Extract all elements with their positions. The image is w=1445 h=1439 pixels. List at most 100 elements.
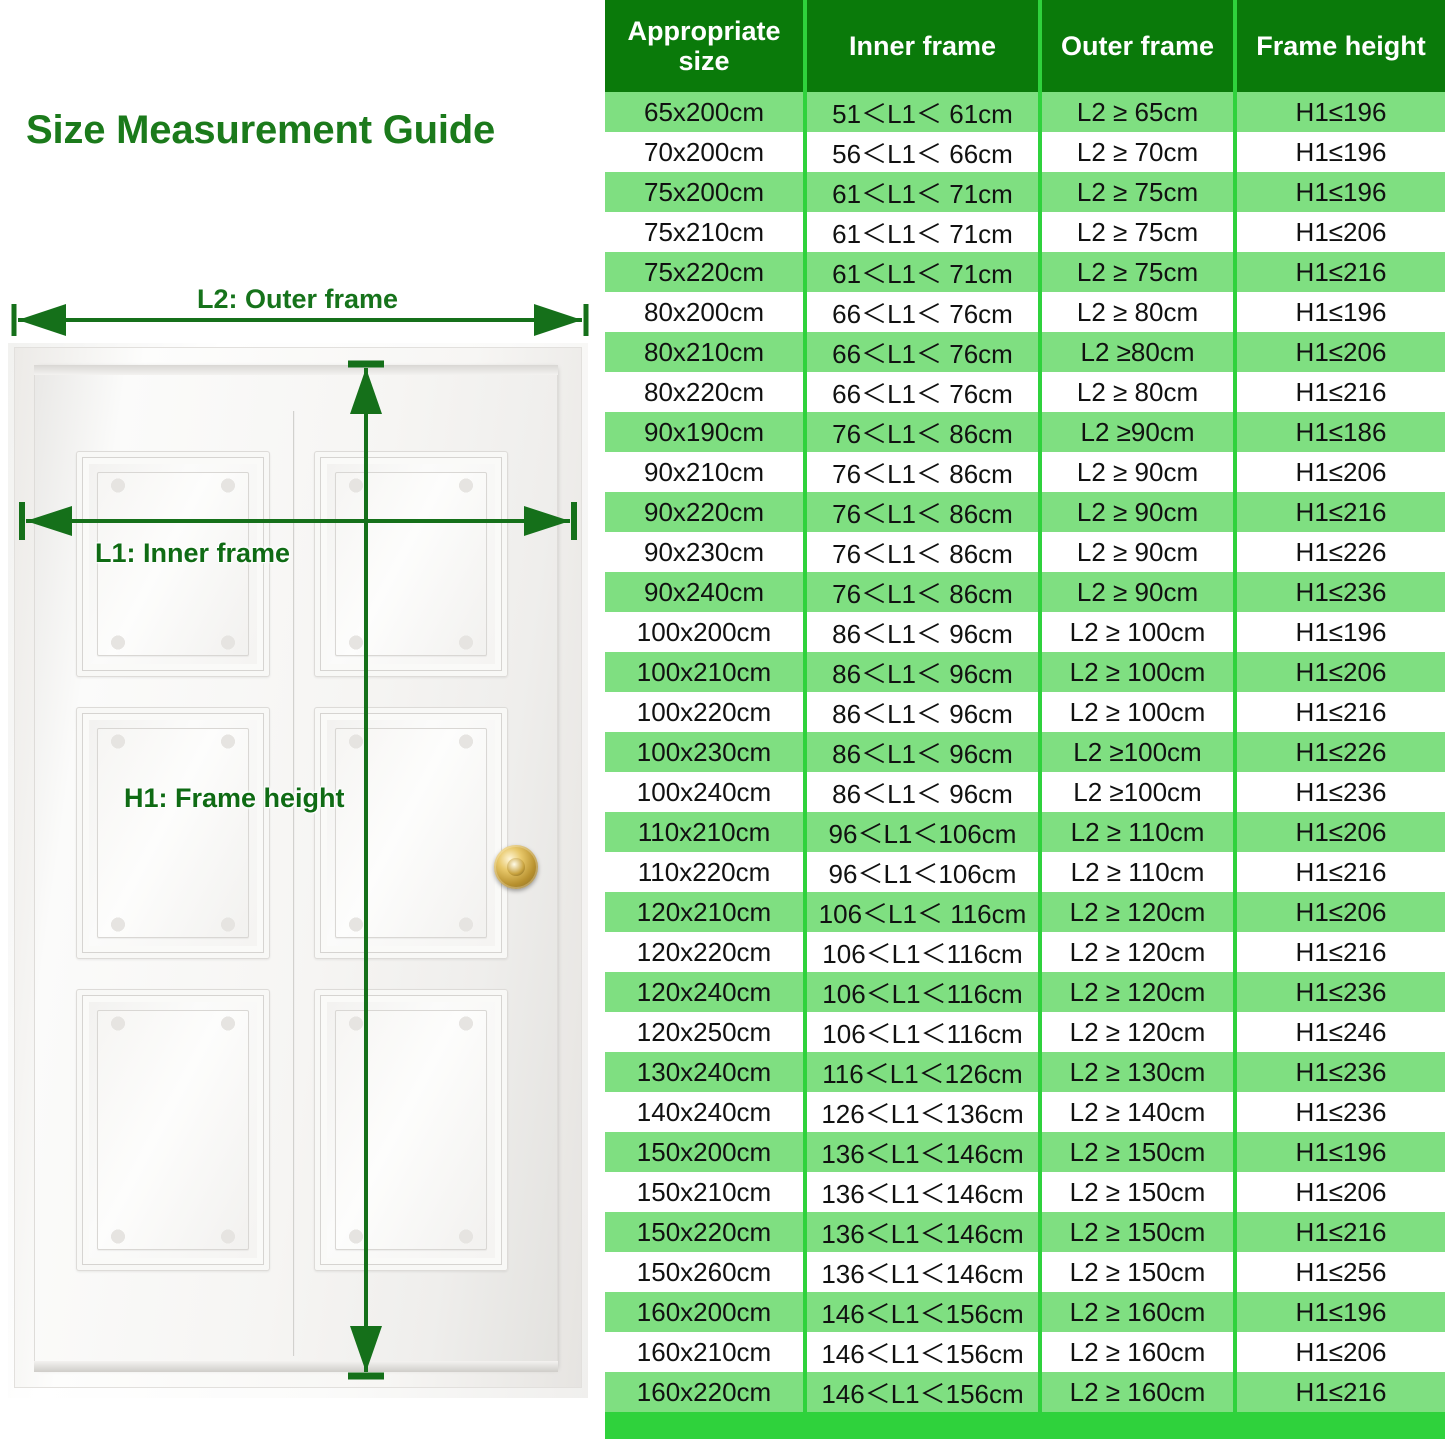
cell-inner-frame: 136＜L1＜146cm <box>805 1172 1042 1212</box>
table-row: 150x220cm 136＜L1＜146cm L2 ≥ 150cm H1≤216 <box>605 1212 1445 1252</box>
table-row: 100x230cm 86＜L1＜ 96cm L2 ≥100cm H1≤226 <box>605 732 1445 772</box>
cell-outer-frame: L2 ≥ 150cm <box>1040 1132 1237 1172</box>
cell-outer-frame: L2 ≥ 110cm <box>1040 852 1237 892</box>
cell-inner-frame: 146＜L1＜156cm <box>805 1292 1042 1332</box>
table-row: 110x210cm 96＜L1＜106cm L2 ≥ 110cm H1≤206 <box>605 812 1445 852</box>
cell-frame-height: H1≤216 <box>1235 852 1445 892</box>
cell-outer-frame: L2 ≥ 80cm <box>1040 292 1237 332</box>
cell-outer-frame: L2 ≥ 80cm <box>1040 372 1237 412</box>
cell-outer-frame: L2 ≥ 120cm <box>1040 932 1237 972</box>
table-row: 75x210cm 61＜L1＜ 71cm L2 ≥ 75cm H1≤206 <box>605 212 1445 252</box>
table-row: 90x190cm 76＜L1＜ 86cm L2 ≥90cm H1≤186 <box>605 412 1445 452</box>
door-panel <box>75 707 270 960</box>
table-row: 75x220cm 61＜L1＜ 71cm L2 ≥ 75cm H1≤216 <box>605 252 1445 292</box>
cell-frame-height: H1≤206 <box>1235 1172 1445 1212</box>
door-panel <box>75 450 270 678</box>
cell-appropriate-size: 75x220cm <box>605 252 807 292</box>
cell-frame-height: H1≤236 <box>1235 1092 1445 1132</box>
cell-outer-frame: L2 ≥ 75cm <box>1040 252 1237 292</box>
cell-outer-frame: L2 ≥ 150cm <box>1040 1212 1237 1252</box>
cell-inner-frame: 61＜L1＜ 71cm <box>805 252 1042 292</box>
cell-appropriate-size: 70x200cm <box>605 132 807 172</box>
column-header-appropriate-size: Appropriate size <box>605 0 807 92</box>
column-header-inner-frame: Inner frame <box>805 0 1042 92</box>
cell-outer-frame: L2 ≥ 90cm <box>1040 572 1237 612</box>
cell-appropriate-size: 75x200cm <box>605 172 807 212</box>
cell-outer-frame: L2 ≥ 120cm <box>1040 972 1237 1012</box>
size-table: Appropriate size Inner frame Outer frame… <box>605 0 1445 1412</box>
cell-frame-height: H1≤236 <box>1235 972 1445 1012</box>
cell-appropriate-size: 160x210cm <box>605 1332 807 1372</box>
cell-outer-frame: L2 ≥ 100cm <box>1040 692 1237 732</box>
cell-appropriate-size: 140x240cm <box>605 1092 807 1132</box>
cell-frame-height: H1≤216 <box>1235 492 1445 532</box>
cell-appropriate-size: 150x200cm <box>605 1132 807 1172</box>
cell-appropriate-size: 150x220cm <box>605 1212 807 1252</box>
cell-inner-frame: 106＜L1＜ 116cm <box>805 892 1042 932</box>
cell-outer-frame: L2 ≥ 70cm <box>1040 132 1237 172</box>
door-panel <box>314 707 509 960</box>
table-row: 150x260cm 136＜L1＜146cm L2 ≥ 150cm H1≤256 <box>605 1252 1445 1292</box>
door-knob <box>494 845 538 889</box>
cell-frame-height: H1≤206 <box>1235 332 1445 372</box>
cell-frame-height: H1≤216 <box>1235 1212 1445 1252</box>
cell-frame-height: H1≤216 <box>1235 252 1445 292</box>
table-row: 80x220cm 66＜L1＜ 76cm L2 ≥ 80cm H1≤216 <box>605 372 1445 412</box>
cell-appropriate-size: 90x230cm <box>605 532 807 572</box>
cell-appropriate-size: 75x210cm <box>605 212 807 252</box>
cell-outer-frame: L2 ≥100cm <box>1040 772 1237 812</box>
cell-outer-frame: L2 ≥ 150cm <box>1040 1172 1237 1212</box>
table-row: 80x200cm 66＜L1＜ 76cm L2 ≥ 80cm H1≤196 <box>605 292 1445 332</box>
cell-outer-frame: L2 ≥ 120cm <box>1040 1012 1237 1052</box>
outer-frame-dimension-arrow <box>11 304 589 336</box>
table-row: 150x210cm 136＜L1＜146cm L2 ≥ 150cm H1≤206 <box>605 1172 1445 1212</box>
table-row: 110x220cm 96＜L1＜106cm L2 ≥ 110cm H1≤216 <box>605 852 1445 892</box>
cell-inner-frame: 51＜L1＜ 61cm <box>805 92 1042 132</box>
cell-appropriate-size: 120x240cm <box>605 972 807 1012</box>
cell-appropriate-size: 110x210cm <box>605 812 807 852</box>
cell-inner-frame: 136＜L1＜146cm <box>805 1252 1042 1292</box>
cell-frame-height: H1≤206 <box>1235 212 1445 252</box>
cell-inner-frame: 96＜L1＜106cm <box>805 812 1042 852</box>
table-row: 140x240cm 126＜L1＜136cm L2 ≥ 140cm H1≤236 <box>605 1092 1445 1132</box>
cell-outer-frame: L2 ≥ 75cm <box>1040 212 1237 252</box>
table-row: 160x200cm 146＜L1＜156cm L2 ≥ 160cm H1≤196 <box>605 1292 1445 1332</box>
cell-frame-height: H1≤196 <box>1235 92 1445 132</box>
cell-inner-frame: 146＜L1＜156cm <box>805 1332 1042 1372</box>
table-row: 80x210cm 66＜L1＜ 76cm L2 ≥80cm H1≤206 <box>605 332 1445 372</box>
table-row: 160x210cm 146＜L1＜156cm L2 ≥ 160cm H1≤206 <box>605 1332 1445 1372</box>
cell-outer-frame: L2 ≥ 150cm <box>1040 1252 1237 1292</box>
cell-inner-frame: 106＜L1＜116cm <box>805 932 1042 972</box>
cell-appropriate-size: 80x220cm <box>605 372 807 412</box>
cell-frame-height: H1≤226 <box>1235 732 1445 772</box>
table-row: 100x240cm 86＜L1＜ 96cm L2 ≥100cm H1≤236 <box>605 772 1445 812</box>
cell-appropriate-size: 100x240cm <box>605 772 807 812</box>
table-row: 120x250cm 106＜L1＜116cm L2 ≥ 120cm H1≤246 <box>605 1012 1445 1052</box>
cell-inner-frame: 66＜L1＜ 76cm <box>805 332 1042 372</box>
table-row: 100x220cm 86＜L1＜ 96cm L2 ≥ 100cm H1≤216 <box>605 692 1445 732</box>
cell-inner-frame: 66＜L1＜ 76cm <box>805 292 1042 332</box>
table-row: 75x200cm 61＜L1＜ 71cm L2 ≥ 75cm H1≤196 <box>605 172 1445 212</box>
table-row: 90x230cm 76＜L1＜ 86cm L2 ≥ 90cm H1≤226 <box>605 532 1445 572</box>
cell-outer-frame: L2 ≥ 110cm <box>1040 812 1237 852</box>
cell-frame-height: H1≤226 <box>1235 532 1445 572</box>
cell-appropriate-size: 150x260cm <box>605 1252 807 1292</box>
table-row: 100x210cm 86＜L1＜ 96cm L2 ≥ 100cm H1≤206 <box>605 652 1445 692</box>
cell-inner-frame: 106＜L1＜116cm <box>805 972 1042 1012</box>
cell-frame-height: H1≤216 <box>1235 372 1445 412</box>
table-row: 90x210cm 76＜L1＜ 86cm L2 ≥ 90cm H1≤206 <box>605 452 1445 492</box>
frame-height-label: H1: Frame height <box>124 783 345 813</box>
table-row: 150x200cm 136＜L1＜146cm L2 ≥ 150cm H1≤196 <box>605 1132 1445 1172</box>
cell-appropriate-size: 90x190cm <box>605 412 807 452</box>
cell-appropriate-size: 120x250cm <box>605 1012 807 1052</box>
outer-frame-label: L2: Outer frame <box>196 284 399 314</box>
cell-appropriate-size: 80x210cm <box>605 332 807 372</box>
cell-inner-frame: 96＜L1＜106cm <box>805 852 1042 892</box>
cell-outer-frame: L2 ≥90cm <box>1040 412 1237 452</box>
door-panel <box>75 989 270 1272</box>
frame-height-dimension-arrow <box>348 360 384 1380</box>
cell-inner-frame: 66＜L1＜ 76cm <box>805 372 1042 412</box>
table-header-row: Appropriate size Inner frame Outer frame… <box>605 0 1445 92</box>
table-row: 120x210cm 106＜L1＜ 116cm L2 ≥ 120cm H1≤206 <box>605 892 1445 932</box>
